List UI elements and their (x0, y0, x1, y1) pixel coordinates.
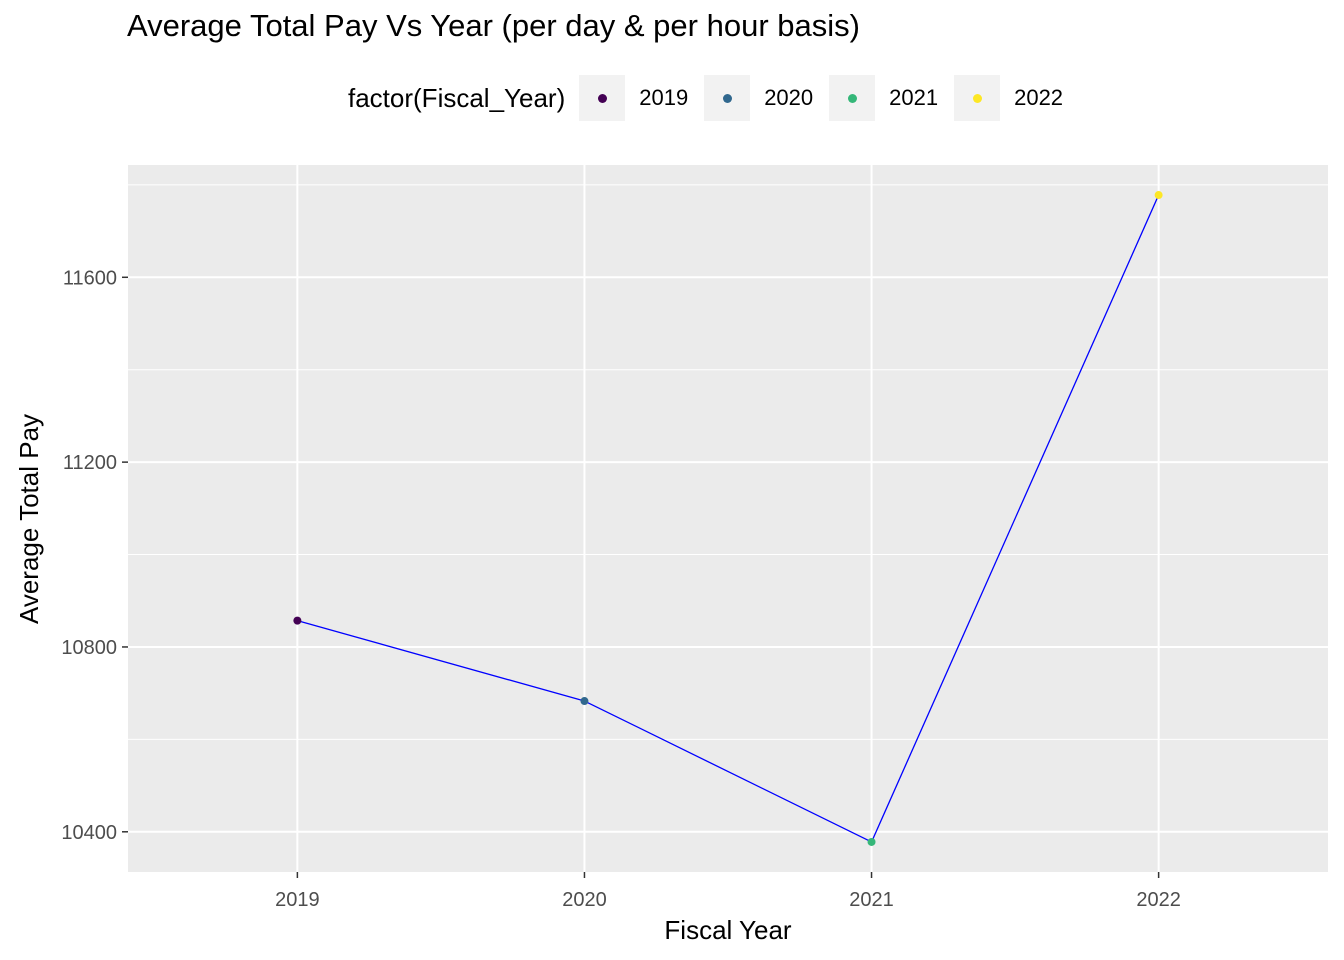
data-point (293, 616, 302, 625)
x-tick-label: 2019 (275, 889, 320, 911)
x-tick-label: 2021 (849, 889, 894, 911)
legend-dot-icon (597, 93, 607, 103)
data-point (867, 837, 876, 846)
y-tick-label: 10800 (61, 637, 117, 659)
legend-label: 2021 (889, 85, 939, 110)
legend-key (829, 75, 876, 121)
y-tick-label: 11600 (63, 267, 117, 289)
legend-dot-icon (972, 93, 982, 103)
x-axis-label: Fiscal Year (664, 915, 792, 945)
legend-label: 2019 (639, 85, 689, 110)
x-tick-label: 2020 (562, 889, 607, 911)
data-points (293, 191, 1163, 846)
chart-title: Average Total Pay Vs Year (per day & per… (127, 8, 860, 43)
y-axis: 10400 10800 11200 11600 (61, 267, 128, 844)
major-gridlines (128, 165, 1328, 872)
x-tick-label: 2022 (1136, 889, 1181, 911)
legend-key (704, 75, 751, 121)
data-point (580, 697, 589, 706)
legend-title: factor(Fiscal_Year) (348, 82, 566, 113)
data-point (1154, 191, 1163, 200)
legend: factor(Fiscal_Year) 2019 2020 2021 2022 (348, 74, 1079, 122)
legend-item-2021: 2021 (829, 75, 940, 121)
y-tick-label: 11200 (63, 452, 117, 474)
legend-dot-icon (847, 93, 857, 103)
y-axis-label: Average Total Pay (14, 414, 44, 624)
y-tick-label: 10400 (61, 822, 117, 844)
legend-label: 2020 (764, 85, 814, 110)
legend-key (954, 75, 1001, 121)
legend-item-2022: 2022 (954, 75, 1065, 121)
minor-gridlines (128, 184, 1328, 740)
x-axis: 2019 2020 2021 2022 (275, 872, 1181, 911)
legend-dot-icon (722, 93, 732, 103)
series-line-segment (870, 194, 1160, 843)
data-series (297, 194, 1160, 843)
series-line-segment (297, 619, 585, 702)
legend-item-2019: 2019 (579, 75, 690, 121)
legend-item-2020: 2020 (704, 75, 815, 121)
series-line-segment (584, 700, 872, 843)
legend-label: 2022 (1014, 85, 1064, 110)
plot-panel (128, 165, 1328, 872)
legend-key (579, 75, 626, 121)
